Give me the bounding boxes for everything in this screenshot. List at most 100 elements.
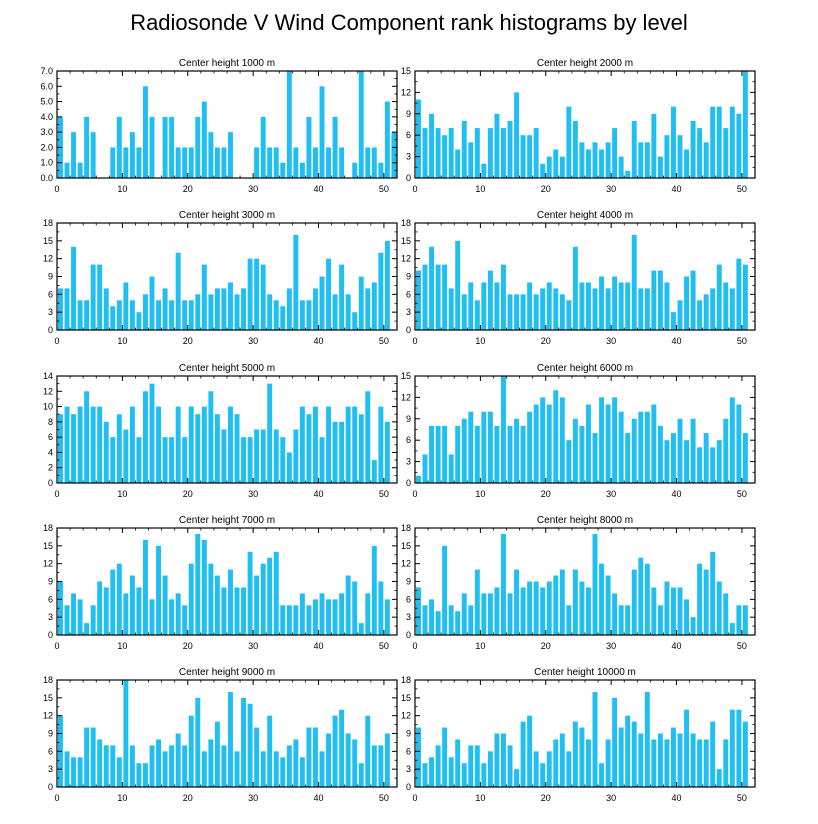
bar	[326, 147, 332, 178]
x-tick-label: 20	[541, 641, 551, 651]
bar	[345, 406, 351, 483]
bar	[169, 116, 175, 178]
bar	[64, 288, 70, 330]
bar	[533, 128, 539, 178]
y-tick-label: 0	[406, 173, 411, 183]
bar	[651, 113, 657, 178]
bar	[201, 406, 207, 483]
bar	[254, 575, 260, 635]
bar	[461, 593, 467, 635]
bar	[182, 300, 188, 330]
bar	[455, 425, 461, 483]
bar	[697, 128, 703, 178]
bar	[723, 128, 729, 178]
y-tick-label: 4.0	[40, 112, 53, 122]
bar	[703, 569, 709, 635]
bar	[455, 739, 461, 787]
panel-10: Center height 10000 m 0 10 20 30 40 50 0 3 6 9 12 15…	[401, 667, 756, 803]
y-tick-label: 18	[401, 523, 411, 533]
x-tick-label: 10	[475, 793, 485, 803]
bar	[651, 587, 657, 635]
bar	[631, 120, 637, 178]
bar	[605, 142, 611, 178]
bar	[182, 437, 188, 483]
x-tick-label: 30	[248, 184, 258, 194]
bar	[599, 763, 605, 787]
panel-9: Center height 9000 m 0 10 20 30 40 50 0 3 6 9 12 15 1…	[43, 667, 398, 803]
bar	[293, 605, 299, 635]
bar	[586, 739, 591, 787]
bar	[123, 429, 129, 483]
bar	[280, 162, 286, 178]
bar	[677, 300, 683, 330]
y-tick-label: 9	[48, 577, 53, 587]
bar	[175, 147, 181, 178]
bar	[306, 300, 312, 330]
y-tick-label: 12	[401, 87, 411, 97]
bar	[638, 733, 644, 787]
bar	[339, 709, 345, 787]
bar	[729, 397, 735, 483]
bar	[723, 418, 729, 483]
x-tick-label: 0	[54, 641, 59, 651]
bar	[474, 425, 480, 483]
bar	[110, 147, 116, 178]
bar	[365, 147, 371, 178]
bar	[273, 751, 279, 787]
bar	[267, 715, 273, 787]
y-tick-label: 2	[48, 463, 53, 473]
bar	[422, 454, 428, 483]
bar	[234, 414, 240, 483]
bar	[579, 142, 585, 178]
y-tick-label: 3.0	[40, 127, 53, 137]
x-tick-label: 30	[248, 641, 258, 651]
x-tick-label: 20	[183, 336, 193, 346]
y-tick-label: 10	[43, 402, 53, 412]
bar	[435, 745, 441, 787]
bar	[710, 721, 716, 787]
bar	[90, 406, 96, 483]
bar	[299, 757, 305, 787]
bar	[671, 727, 676, 787]
bar	[422, 128, 428, 178]
bar	[644, 691, 650, 787]
bar	[742, 605, 748, 635]
bar	[461, 294, 467, 330]
bar	[260, 116, 266, 178]
bar	[221, 288, 227, 330]
bar	[742, 433, 748, 483]
bar	[175, 252, 181, 330]
bar	[494, 113, 500, 178]
x-tick-label: 20	[183, 184, 193, 194]
x-tick-label: 30	[606, 184, 616, 194]
panel-title: Center height 9000 m	[179, 667, 275, 678]
bar	[579, 581, 585, 635]
bar	[442, 425, 448, 483]
bar	[84, 391, 90, 483]
bar	[247, 703, 253, 787]
y-tick-label: 0	[48, 782, 53, 792]
bar	[664, 739, 670, 787]
x-tick-label: 50	[379, 489, 389, 499]
x-tick-label: 40	[314, 336, 324, 346]
bar	[703, 294, 709, 330]
bar	[468, 282, 474, 330]
panel-1: Center height 1000 m 0 10 20 30 40 50 0.0 1.0 2.0…	[40, 58, 398, 194]
bar	[710, 106, 716, 178]
bar	[332, 294, 338, 330]
bar	[103, 421, 109, 483]
bar	[559, 569, 565, 635]
bar	[442, 545, 448, 635]
bar	[553, 149, 559, 178]
bar	[736, 404, 742, 483]
y-tick-label: 6	[406, 594, 411, 604]
bar	[116, 757, 122, 787]
bar	[716, 769, 722, 787]
bar	[371, 282, 377, 330]
bar	[228, 282, 233, 330]
bar	[455, 149, 461, 178]
bar	[247, 258, 253, 330]
bar	[214, 721, 220, 787]
bar	[371, 545, 377, 635]
x-tick-label: 40	[672, 336, 682, 346]
